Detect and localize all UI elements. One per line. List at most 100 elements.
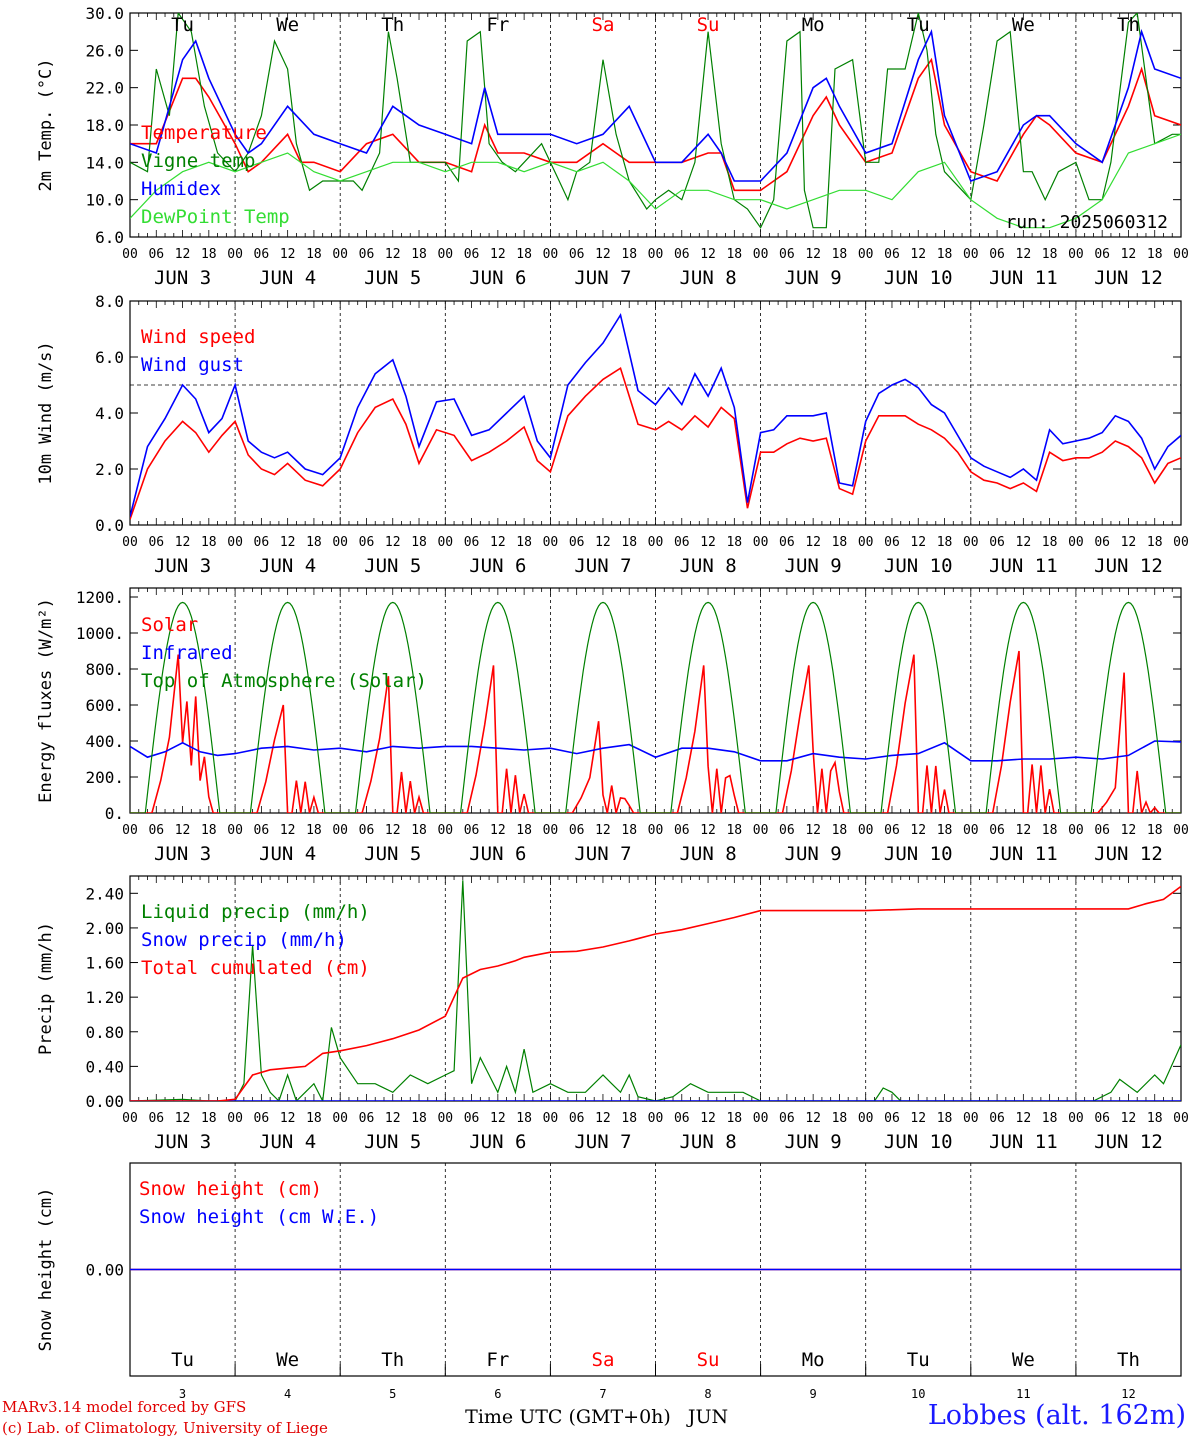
x-hour-label: 00	[122, 1111, 138, 1126]
x-date-label: JUN 4	[259, 1131, 316, 1153]
x-date-label: JUN 4	[259, 843, 316, 865]
x-hour-label: 06	[989, 823, 1005, 838]
x-hour-label: 12	[175, 535, 191, 550]
x-hour-label: 12	[595, 535, 611, 550]
x-hour-label: 18	[1042, 823, 1058, 838]
x-hour-label: 12	[280, 535, 296, 550]
x-hour-label: 18	[621, 535, 637, 550]
legend-entry: Wind gust	[141, 354, 244, 376]
x-hour-label: 18	[621, 1111, 637, 1126]
y-tick-label: 0.00	[85, 1261, 124, 1280]
x-date-label: JUN 11	[989, 1131, 1058, 1153]
x-hour-label: 18	[201, 823, 217, 838]
x-date-label: JUN 6	[469, 843, 526, 865]
x-hour-label: 00	[1173, 247, 1189, 262]
x-date-label: JUN 8	[679, 843, 736, 865]
x-date-label: JUN 3	[154, 267, 211, 289]
y-tick-label: 2.0	[95, 460, 124, 479]
x-hour-label: 00	[963, 535, 979, 550]
series-line-liquid-precip-mm-h-	[130, 880, 1181, 1101]
x-hour-label: 06	[148, 1111, 164, 1126]
legend-entry: Solar	[141, 614, 198, 636]
x-hour-label: 00	[753, 823, 769, 838]
x-hour-label: 12	[490, 823, 506, 838]
x-hour-label: 18	[1042, 247, 1058, 262]
station-name: Lobbes (alt. 162m)	[927, 1400, 1186, 1431]
y-tick-label: 30.0	[85, 4, 124, 23]
x-hour-label: 18	[516, 535, 532, 550]
weekday-label-top: Th	[1117, 14, 1140, 36]
x-hour-label: 06	[1094, 247, 1110, 262]
x-hour-label: 06	[148, 535, 164, 550]
x-date-label: JUN 4	[259, 267, 316, 289]
x-hour-label: 00	[1173, 823, 1189, 838]
x-hour-label: 12	[490, 247, 506, 262]
x-hour-label: 12	[1016, 535, 1032, 550]
x-hour-label: 12	[490, 535, 506, 550]
x-hour-label: 12	[385, 1111, 401, 1126]
x-hour-label: 18	[621, 247, 637, 262]
y-tick-label: 1.60	[85, 954, 124, 973]
x-hour-label: 06	[464, 1111, 480, 1126]
x-hour-label: 00	[543, 535, 559, 550]
x-hour-label: 06	[779, 247, 795, 262]
weekday-label-bottom: Fr	[486, 1349, 509, 1371]
x-hour-label: 00	[648, 823, 664, 838]
weekday-label-bottom: Su	[697, 1349, 720, 1371]
x-date-label: JUN 6	[469, 555, 526, 577]
model-credit: MARv3.14 model forced by GFS	[2, 1398, 247, 1416]
x-hour-label: 06	[884, 535, 900, 550]
x-date-label: JUN 12	[1094, 555, 1163, 577]
weekday-label-top: Sa	[592, 14, 615, 36]
y-tick-label: 1000.	[76, 624, 124, 643]
x-hour-label: 00	[1068, 1111, 1084, 1126]
y-tick-label: 2.40	[85, 884, 124, 903]
x-hour-label: 12	[595, 247, 611, 262]
legend-entry: Temperature	[141, 122, 267, 144]
weekday-label-top: We	[1012, 14, 1035, 36]
x-date-label: JUN 7	[574, 267, 631, 289]
x-hour-label: 00	[543, 247, 559, 262]
legend-entry: Snow height (cm W.E.)	[139, 1206, 379, 1228]
x-hour-label: 12	[700, 823, 716, 838]
y-axis-label: Snow height (cm)	[36, 1188, 56, 1352]
x-hour-label: 18	[937, 535, 953, 550]
x-hour-label: 00	[648, 535, 664, 550]
x-hour-label: 18	[1147, 247, 1163, 262]
x-hour-label: 12	[1016, 247, 1032, 262]
x-hour-label: 12	[700, 535, 716, 550]
x-hour-label: 06	[884, 247, 900, 262]
y-tick-label: 0.40	[85, 1057, 124, 1076]
series-line-total-cumulated-cm-	[130, 885, 1181, 1101]
x-hour-label: 18	[1147, 1111, 1163, 1126]
day-number-label: 4	[284, 1387, 291, 1401]
x-hour-label: 06	[779, 1111, 795, 1126]
x-hour-label: 12	[280, 823, 296, 838]
y-tick-label: 1200.	[76, 588, 124, 607]
x-hour-label: 18	[516, 823, 532, 838]
x-hour-label: 18	[1147, 823, 1163, 838]
x-hour-label: 06	[359, 1111, 375, 1126]
x-hour-label: 06	[884, 1111, 900, 1126]
x-hour-label: 18	[1042, 535, 1058, 550]
x-hour-label: 18	[726, 535, 742, 550]
legend-entry: Snow precip (mm/h)	[141, 929, 347, 951]
day-number-label: 6	[494, 1387, 501, 1401]
series-line-infrared	[130, 740, 1181, 762]
x-hour-label: 00	[1173, 1111, 1189, 1126]
x-date-label: JUN 3	[154, 1131, 211, 1153]
day-number-label: 11	[1016, 1387, 1030, 1401]
x-date-label: JUN 4	[259, 555, 316, 577]
x-hour-label: 06	[569, 247, 585, 262]
weekday-label-top: Su	[697, 14, 720, 36]
x-hour-label: 18	[411, 1111, 427, 1126]
x-hour-label: 06	[464, 823, 480, 838]
x-hour-label: 12	[175, 823, 191, 838]
x-hour-label: 18	[937, 247, 953, 262]
x-date-label: JUN 10	[884, 555, 953, 577]
x-hour-label: 18	[306, 535, 322, 550]
x-hour-label: 12	[1121, 1111, 1137, 1126]
x-date-label: JUN 7	[574, 555, 631, 577]
x-hour-label: 06	[674, 1111, 690, 1126]
x-hour-label: 00	[963, 1111, 979, 1126]
